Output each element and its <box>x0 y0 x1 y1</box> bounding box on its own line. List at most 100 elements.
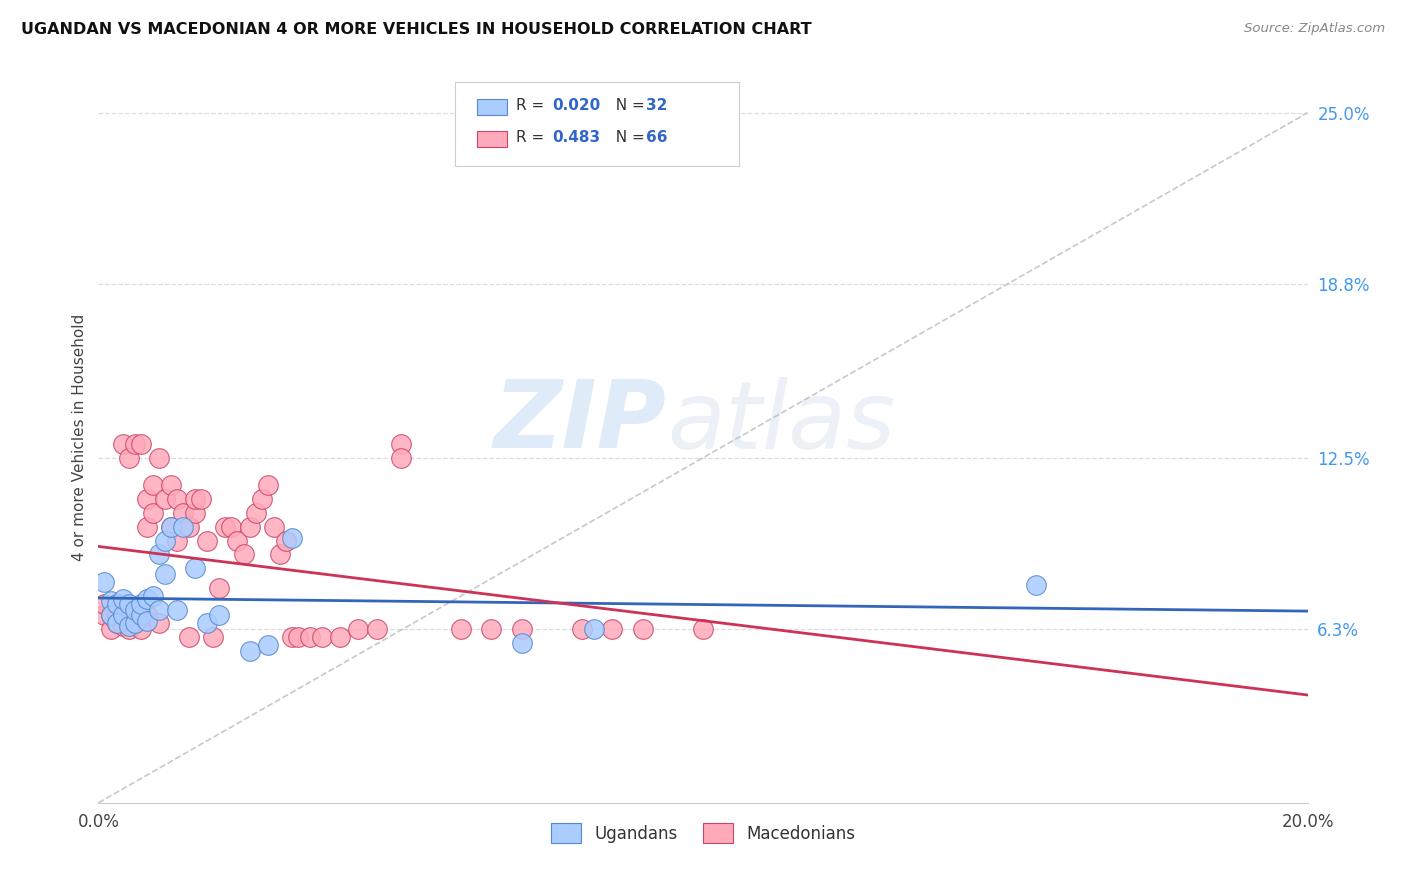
Point <box>129 622 152 636</box>
Point <box>256 478 278 492</box>
Point <box>135 608 157 623</box>
FancyBboxPatch shape <box>477 130 508 146</box>
Point <box>129 608 152 623</box>
Point <box>118 450 141 465</box>
Point <box>208 608 231 623</box>
Point <box>184 506 207 520</box>
Point <box>105 597 128 611</box>
Point <box>118 619 141 633</box>
Point <box>111 437 134 451</box>
Point <box>571 622 593 636</box>
Point <box>450 622 472 636</box>
Point <box>105 616 128 631</box>
Text: N =: N = <box>606 98 650 113</box>
Text: ZIP: ZIP <box>494 376 666 468</box>
Point <box>172 520 194 534</box>
Text: 32: 32 <box>647 98 668 113</box>
Point <box>124 616 146 631</box>
Point <box>389 437 412 451</box>
Point <box>93 608 115 623</box>
Text: UGANDAN VS MACEDONIAN 4 OR MORE VEHICLES IN HOUSEHOLD CORRELATION CHART: UGANDAN VS MACEDONIAN 4 OR MORE VEHICLES… <box>21 22 811 37</box>
Point <box>93 574 115 589</box>
Point <box>583 622 606 636</box>
Point <box>105 608 128 623</box>
Point <box>124 437 146 451</box>
Point <box>166 492 188 507</box>
Text: R =: R = <box>516 98 548 113</box>
Point <box>232 548 254 562</box>
Point <box>250 492 273 507</box>
Point <box>100 608 122 623</box>
Point <box>239 644 262 658</box>
Point <box>129 597 152 611</box>
Point <box>184 492 207 507</box>
Point <box>510 636 533 650</box>
Point <box>148 616 170 631</box>
Point <box>281 630 304 644</box>
Point <box>631 622 654 636</box>
Point <box>160 520 183 534</box>
Point <box>347 622 370 636</box>
Point <box>329 630 352 644</box>
Point <box>256 639 278 653</box>
Point <box>214 520 236 534</box>
Legend: Ugandans, Macedonians: Ugandans, Macedonians <box>544 817 862 849</box>
Point <box>195 616 218 631</box>
Point <box>602 622 624 636</box>
Text: 0.483: 0.483 <box>551 129 600 145</box>
Point <box>135 520 157 534</box>
Point <box>124 616 146 631</box>
Point <box>269 548 291 562</box>
Point <box>142 478 165 492</box>
Point <box>166 602 188 616</box>
Point <box>190 492 212 507</box>
Point <box>202 630 225 644</box>
Point <box>148 602 170 616</box>
Point <box>263 520 285 534</box>
Point <box>118 597 141 611</box>
Point <box>135 614 157 628</box>
Point <box>100 594 122 608</box>
Point <box>281 531 304 545</box>
Point <box>274 533 297 548</box>
Point <box>366 622 388 636</box>
Y-axis label: 4 or more Vehicles in Household: 4 or more Vehicles in Household <box>72 313 87 561</box>
Text: R =: R = <box>516 129 548 145</box>
Point <box>148 548 170 562</box>
Point <box>510 622 533 636</box>
Point <box>105 597 128 611</box>
Point <box>142 589 165 603</box>
Point <box>226 533 249 548</box>
Point <box>129 608 152 623</box>
Point <box>118 622 141 636</box>
Point <box>111 608 134 623</box>
Text: N =: N = <box>606 129 650 145</box>
Point <box>105 616 128 631</box>
Point <box>1024 578 1046 592</box>
Point <box>179 520 201 534</box>
Point <box>111 591 134 606</box>
Point <box>124 602 146 616</box>
FancyBboxPatch shape <box>456 82 740 167</box>
Point <box>208 581 231 595</box>
Point <box>166 533 188 548</box>
Point <box>239 520 262 534</box>
Text: atlas: atlas <box>666 377 896 468</box>
Point <box>135 591 157 606</box>
Point <box>142 506 165 520</box>
Point <box>153 566 176 581</box>
Point <box>100 608 122 623</box>
Point <box>111 608 134 623</box>
Point <box>481 622 503 636</box>
Text: 0.020: 0.020 <box>551 98 600 113</box>
Point <box>100 622 122 636</box>
Point <box>111 619 134 633</box>
Text: 66: 66 <box>647 129 668 145</box>
Point <box>692 622 714 636</box>
Point <box>118 608 141 623</box>
Point <box>148 450 170 465</box>
Point <box>389 450 412 465</box>
Point <box>299 630 322 644</box>
Point <box>245 506 267 520</box>
Point <box>160 478 183 492</box>
